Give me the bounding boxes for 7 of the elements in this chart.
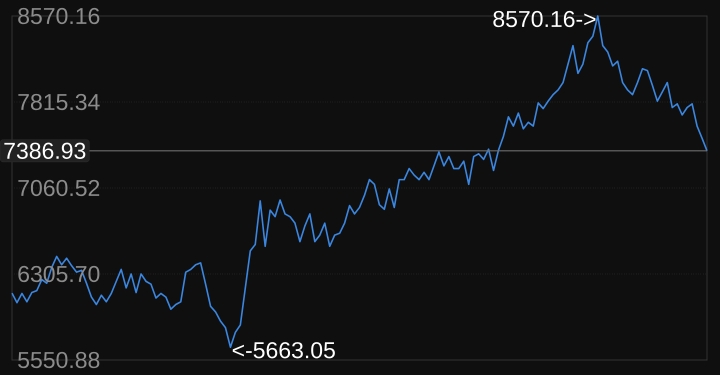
annotation: <-5663.05 [232,342,335,358]
y-tick-label: 5550.88 [18,352,100,368]
y-tick-label: 7060.52 [18,180,100,196]
y-tick-label: 8570.16 [18,8,100,24]
annotation: 8570.16-> [493,10,596,28]
ref-line-label: 7386.93 [4,142,86,159]
y-tick-label: 7815.34 [18,94,100,110]
